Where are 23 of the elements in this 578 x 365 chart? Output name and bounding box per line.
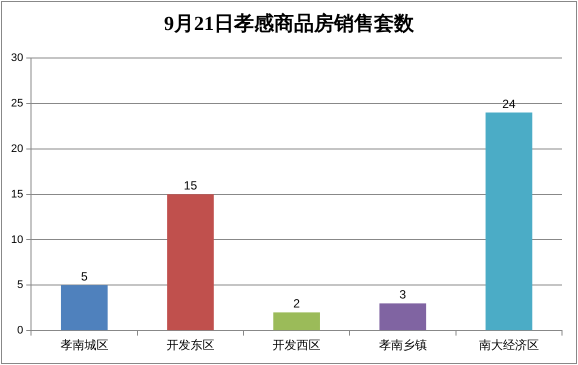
x-tick-label: 孝南乡镇	[378, 338, 427, 352]
data-label: 2	[293, 296, 300, 311]
y-tick-label: 10	[10, 234, 24, 246]
x-tick-label: 开发西区	[272, 338, 321, 352]
bar	[60, 285, 108, 330]
chart-title: 9月21日孝感商品房销售套数	[163, 12, 415, 37]
y-tick-label: 15	[10, 188, 24, 200]
y-tick-label: 25	[10, 97, 24, 110]
data-label: 15	[184, 178, 198, 193]
x-tick-label: 南大经济区	[478, 338, 539, 352]
bar	[486, 112, 532, 330]
bar	[379, 303, 426, 330]
x-tick-label: 开发东区	[166, 338, 214, 352]
data-label: 5	[80, 269, 88, 284]
data-label: 24	[502, 96, 516, 111]
y-tick-label: 30	[10, 52, 24, 64]
y-tick-label: 5	[17, 279, 24, 292]
y-tick-label: 0	[17, 324, 24, 337]
data-label: 3	[399, 288, 406, 302]
bar	[167, 194, 214, 330]
x-tick-label: 孝南城区	[60, 338, 108, 352]
y-tick-label: 20	[10, 142, 24, 155]
bar	[273, 312, 320, 330]
